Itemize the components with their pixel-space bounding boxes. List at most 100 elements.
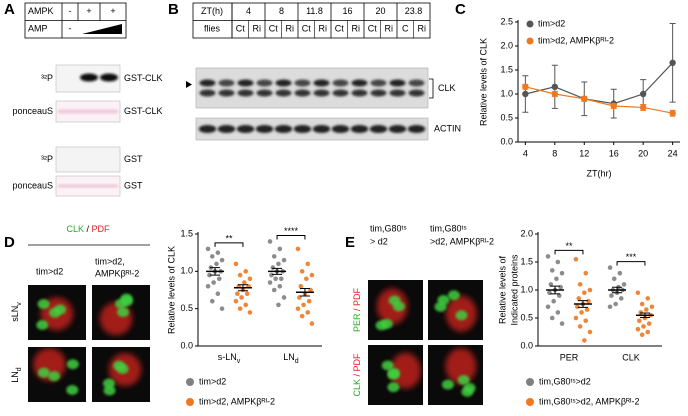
dot xyxy=(237,272,243,278)
blot-label: CLK xyxy=(438,83,456,93)
point xyxy=(610,102,617,110)
green-signal xyxy=(387,367,400,378)
green-signal xyxy=(441,379,454,390)
dot xyxy=(219,306,225,311)
dot xyxy=(295,246,301,252)
significance: *** xyxy=(626,252,637,262)
dot xyxy=(242,280,247,285)
error-bar xyxy=(237,284,248,292)
green-signal xyxy=(434,301,447,312)
cell: + xyxy=(110,6,115,16)
green-signal xyxy=(102,378,115,389)
dot xyxy=(270,265,276,270)
dot xyxy=(584,307,590,312)
flies: Ct xyxy=(335,24,344,34)
x-tick-label-main: s-LN xyxy=(218,352,237,362)
dot xyxy=(271,287,277,293)
y-tick-label: 1.0 xyxy=(520,284,533,294)
band xyxy=(256,79,273,87)
flies: Ri xyxy=(253,24,262,34)
micrograph-signal xyxy=(33,348,79,396)
green-signal xyxy=(380,318,393,329)
green-signal xyxy=(66,359,79,370)
dot xyxy=(607,265,613,270)
panel-letter: C xyxy=(455,1,466,18)
dot xyxy=(576,296,582,301)
zt: 23.8 xyxy=(405,6,423,16)
line xyxy=(525,86,673,114)
dot xyxy=(638,310,644,315)
red-signal xyxy=(376,288,408,325)
y-tick-label: 2.5 xyxy=(500,16,513,26)
stain-title-part: PDF xyxy=(92,224,111,234)
green-signal xyxy=(66,385,79,396)
dot xyxy=(235,291,240,297)
dot xyxy=(573,256,579,262)
dot xyxy=(299,269,305,274)
stain-title: CLK / PDF xyxy=(66,224,110,234)
legend-marker xyxy=(186,398,194,406)
band xyxy=(58,184,118,188)
column-label: tim>d2, xyxy=(95,256,125,266)
dot xyxy=(247,276,253,282)
micrograph-signal xyxy=(375,288,408,331)
green-signal xyxy=(36,320,49,331)
flies: C xyxy=(402,24,409,34)
row-label: flies xyxy=(204,24,221,34)
error-bar xyxy=(577,300,588,308)
y-tick-label: 0.0 xyxy=(500,136,513,146)
band xyxy=(370,89,387,97)
dot xyxy=(637,318,642,324)
column-label: tim>d2 xyxy=(36,266,63,276)
flies: Ri xyxy=(352,24,361,34)
legend-label: tim>d2, AMPKβᴿᴵ-2 xyxy=(538,35,614,45)
band xyxy=(408,89,425,97)
green-signal xyxy=(116,363,129,374)
dot xyxy=(244,291,250,297)
column-label: tim,G80ᵗˢ xyxy=(430,223,467,233)
zt: 16 xyxy=(342,6,352,16)
dot xyxy=(209,298,215,304)
dot xyxy=(641,324,646,329)
y-axis-label: Relative levels of CLK xyxy=(166,246,176,334)
error-bar xyxy=(639,312,650,318)
micrograph-signal xyxy=(381,352,421,393)
row-label-sub: v xyxy=(16,302,23,306)
dot xyxy=(554,276,559,282)
legend-label: tim,G80ᵗˢ>d2, AMPKβᴿᴵ-2 xyxy=(539,396,640,406)
band xyxy=(332,79,349,87)
x-tick-label: PER xyxy=(560,352,579,362)
row-label-sub: d xyxy=(16,367,23,371)
band xyxy=(218,89,235,97)
line xyxy=(525,62,674,105)
row-label-part: PDF xyxy=(352,287,362,306)
legend-label: tim,G80ᵗˢ>d2 xyxy=(539,376,591,386)
legend-label: tim>d2 xyxy=(538,18,565,28)
x-tick-label: 16 xyxy=(609,148,619,158)
cell: - xyxy=(69,24,72,34)
dot xyxy=(639,332,645,338)
blot-right-label: GST xyxy=(124,154,143,164)
dot xyxy=(299,313,305,319)
y-axis-label: Relative levels of CLK xyxy=(478,38,488,126)
band xyxy=(237,89,254,97)
x-tick-label: CLK xyxy=(622,352,640,362)
error-bar xyxy=(550,285,561,295)
dot xyxy=(545,304,551,310)
flies: Ri xyxy=(385,24,394,34)
panel-letter: E xyxy=(345,234,355,251)
band xyxy=(275,79,292,87)
stain-title-part: CLK xyxy=(66,224,84,234)
row-label: sLNv xyxy=(10,302,23,322)
point xyxy=(551,90,559,98)
dot xyxy=(579,310,584,315)
band xyxy=(199,79,216,87)
row-label-part: / xyxy=(352,371,362,379)
band xyxy=(294,79,311,87)
dot xyxy=(559,270,565,276)
row-label: AMPK xyxy=(28,6,54,16)
zt: 20 xyxy=(375,6,385,16)
dot xyxy=(635,326,641,332)
red-signal xyxy=(390,352,421,389)
